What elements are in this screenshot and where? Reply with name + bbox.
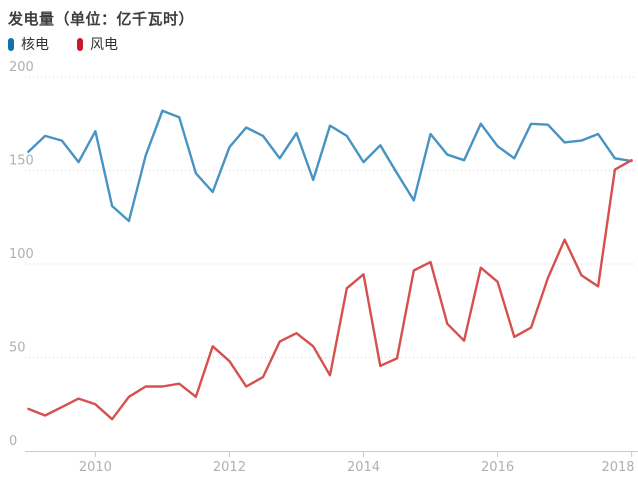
x-tick-label: 2012 [213,460,246,475]
y-tick-label: 200 [9,60,34,75]
y-tick-label: 50 [9,341,26,356]
nuclear-series-line [27,109,633,223]
nuclear-legend-marker-icon [8,37,14,51]
x-tick-label: 2018 [601,460,634,475]
wind-series-line [27,158,633,421]
legend-label-nuclear: 核电 [21,37,49,53]
x-tick-label: 2014 [347,460,380,475]
legend-item-nuclear[interactable]: 核电 [8,34,49,54]
legend-label-wind: 风电 [90,37,118,53]
x-tick-label: 2016 [481,460,514,475]
y-tick-label: 0 [9,434,17,449]
y-tick-label: 100 [9,247,34,262]
legend: 核电 风电 [8,34,118,54]
legend-item-wind[interactable]: 风电 [77,34,118,54]
wind-legend-marker-icon [77,37,83,51]
chart-title: 发电量（单位：亿千瓦时） [8,10,195,28]
y-tick-label: 150 [9,154,34,169]
x-tick-label: 2010 [79,460,112,475]
